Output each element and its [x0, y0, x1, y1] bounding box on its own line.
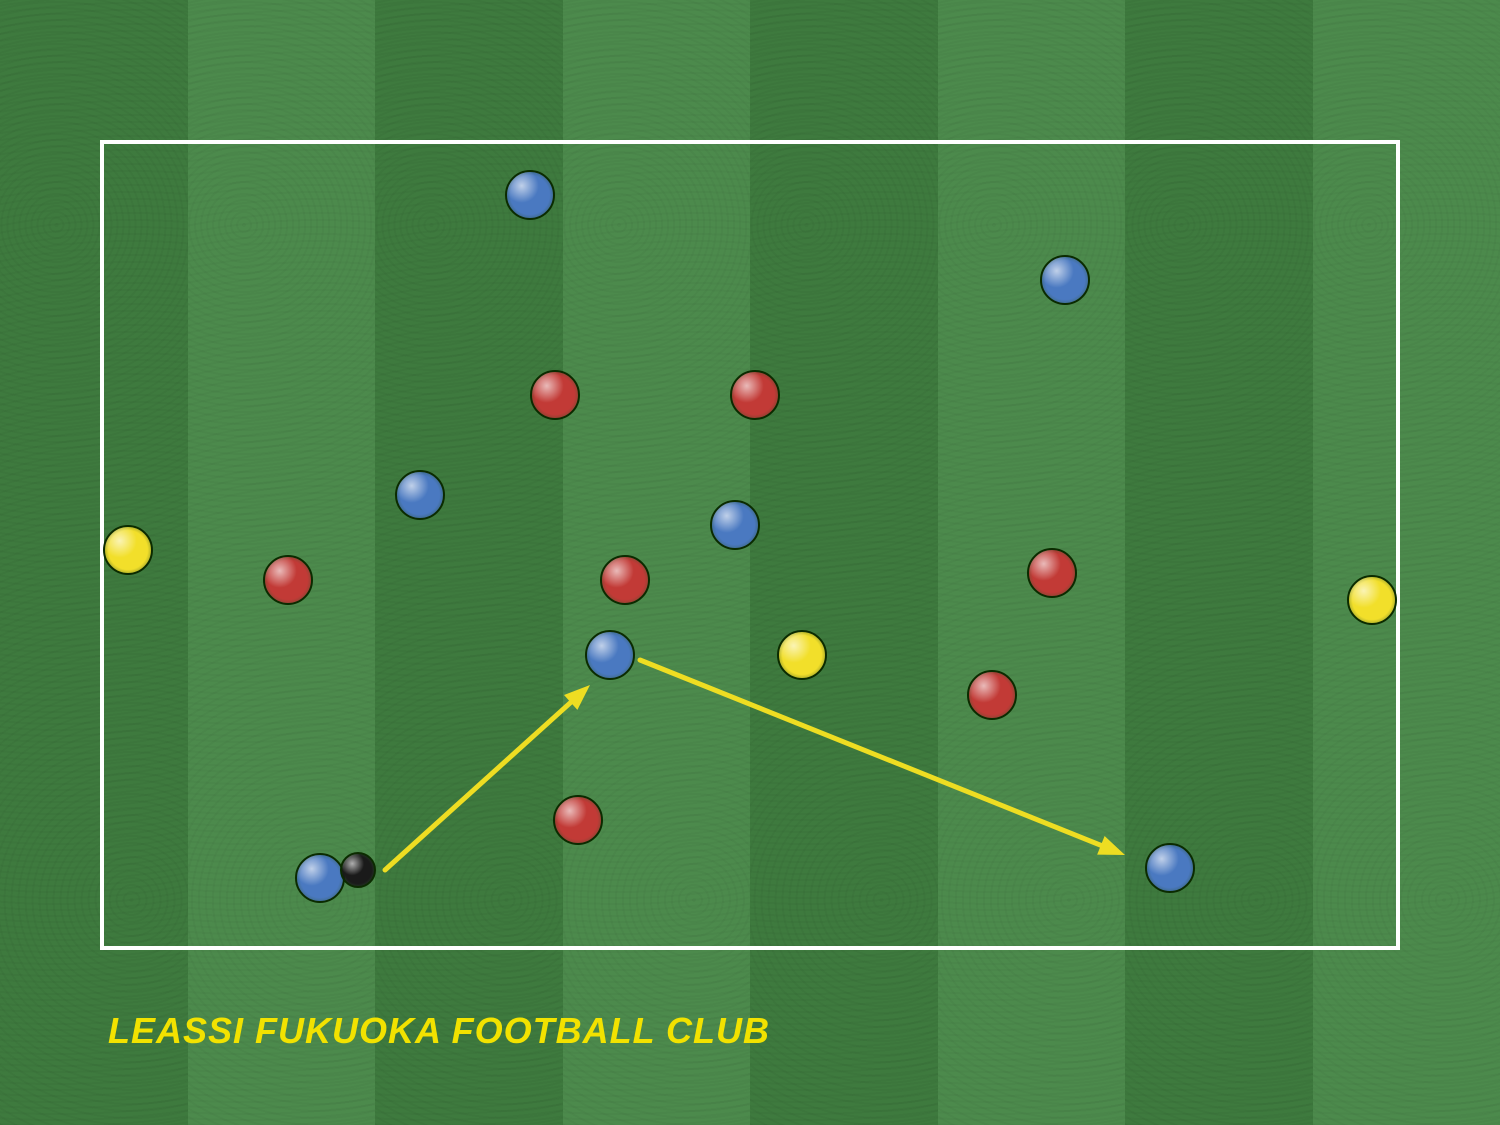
player-blue	[505, 170, 555, 220]
player-red	[263, 555, 313, 605]
player-blue	[710, 500, 760, 550]
player-blue	[395, 470, 445, 520]
player-red	[553, 795, 603, 845]
player-red	[967, 670, 1017, 720]
player-blue	[295, 853, 345, 903]
player-red	[600, 555, 650, 605]
player-yellow	[103, 525, 153, 575]
player-yellow	[1347, 575, 1397, 625]
player-red	[530, 370, 580, 420]
player-blue	[585, 630, 635, 680]
player-yellow	[777, 630, 827, 680]
player-blue	[1145, 843, 1195, 893]
club-caption: LEASSI FUKUOKA FOOTBALL CLUB	[108, 1010, 770, 1052]
tactic-diagram: LEASSI FUKUOKA FOOTBALL CLUB	[0, 0, 1500, 1125]
ball-marker	[340, 852, 376, 888]
player-blue	[1040, 255, 1090, 305]
player-red	[1027, 548, 1077, 598]
player-red	[730, 370, 780, 420]
